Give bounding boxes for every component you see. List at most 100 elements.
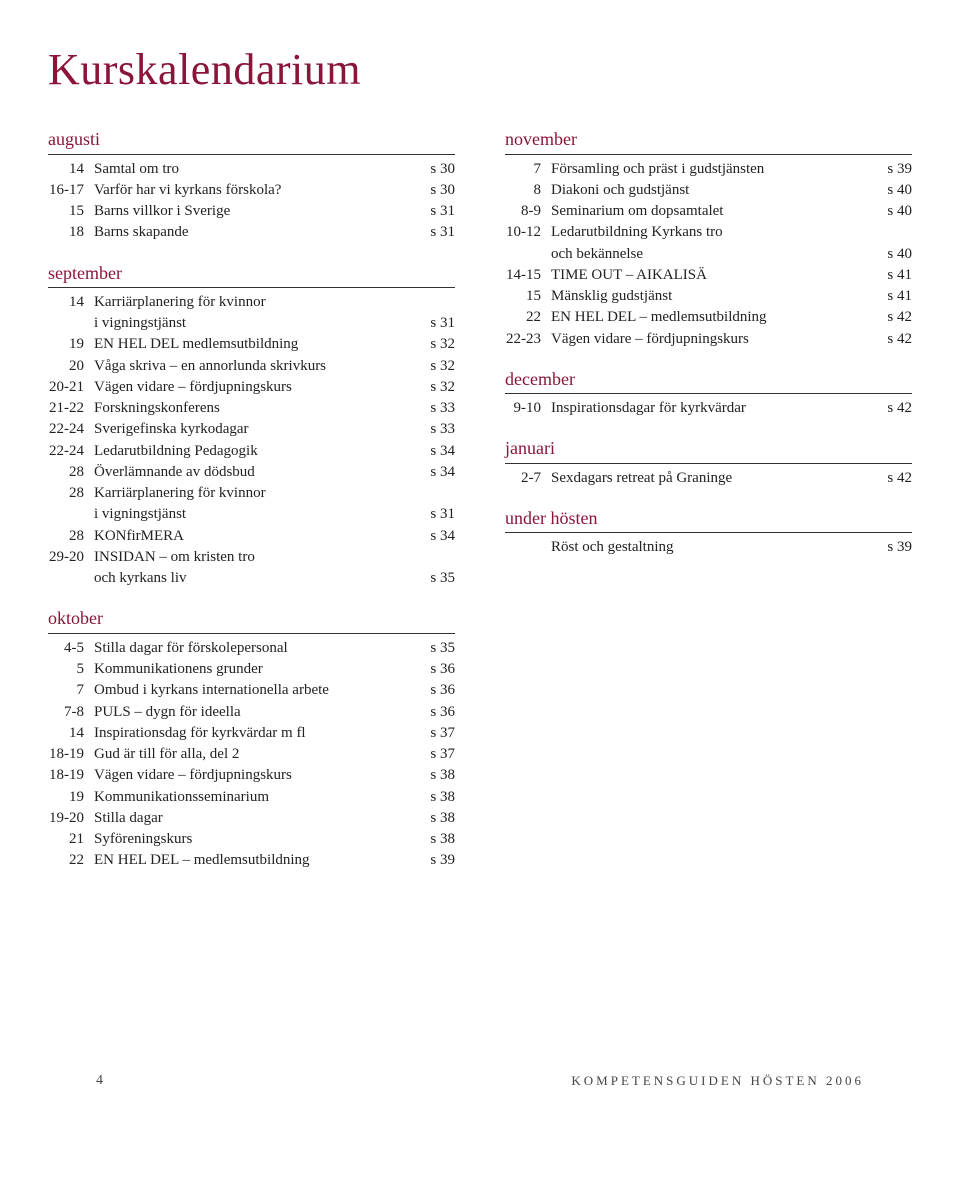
month-heading: oktober [48,606,455,633]
row-date: 14 [48,723,94,743]
calendar-row: 16-17Varför har vi kyrkans förskola?s 30 [48,180,455,200]
row-page: s 35 [430,568,455,588]
row-date: 28 [48,526,94,546]
calendar-row: 29-20INSIDAN – om kristen tro [48,547,455,567]
calendar-row: 20Våga skriva – en annorlunda skrivkurss… [48,356,455,376]
calendar-row: 18-19Vägen vidare – fördjupningskurss 38 [48,765,455,785]
calendar-row: 22EN HEL DEL – medlemsutbildnings 42 [505,307,912,327]
row-page: s 39 [887,537,912,557]
row-label: KONfirMERA [94,526,430,546]
row-label: Karriärplanering för kvinnor [94,292,455,312]
row-label: Våga skriva – en annorlunda skrivkurs [94,356,430,376]
calendar-row: 19EN HEL DEL medlemsutbildnings 32 [48,334,455,354]
row-date: 21-22 [48,398,94,418]
row-page: s 36 [430,680,455,700]
row-date: 18-19 [48,765,94,785]
month-heading: december [505,367,912,394]
calendar-row: 22-24Ledarutbildning Pedagogiks 34 [48,441,455,461]
row-page: s 31 [430,201,455,221]
row-page: s 42 [887,468,912,488]
row-page: s 36 [430,702,455,722]
calendar-row: Röst och gestaltnings 39 [505,537,912,557]
month-heading: september [48,261,455,288]
row-date: 18 [48,222,94,242]
row-date: 14-15 [505,265,551,285]
calendar-row: 21Syföreningskurss 38 [48,829,455,849]
calendar-row: 15Mänsklig gudstjänsts 41 [505,286,912,306]
calendar-row: 14-15TIME OUT – AIKALISÄs 41 [505,265,912,285]
row-page: s 32 [430,356,455,376]
row-label: Inspirationsdagar för kyrkvärdar [551,398,887,418]
row-label: Församling och präst i gudstjänsten [551,159,887,179]
row-date: 8 [505,180,551,200]
row-label: Forskningskonferens [94,398,430,418]
row-label: i vigningstjänst [94,313,430,333]
calendar-row: 28Karriärplanering för kvinnor [48,483,455,503]
row-date: 2-7 [505,468,551,488]
row-label: Kommunikationens grunder [94,659,430,679]
calendar-row: 2-7Sexdagars retreat på Graninges 42 [505,468,912,488]
row-page: s 38 [430,808,455,828]
row-page: s 33 [430,419,455,439]
row-page: s 31 [430,504,455,524]
row-label: Ledarutbildning Pedagogik [94,441,430,461]
row-label: Stilla dagar [94,808,430,828]
row-page: s 40 [887,180,912,200]
calendar-row: 19Kommunikationsseminariums 38 [48,787,455,807]
row-date: 22-24 [48,419,94,439]
page-footer: 4 KOMPETENSGUIDEN HÖSTEN 2006 [96,1072,864,1091]
row-date: 21 [48,829,94,849]
calendar-row: 22-24Sverigefinska kyrkodagars 33 [48,419,455,439]
row-label: Sverigefinska kyrkodagar [94,419,430,439]
calendar-row: 22-23Vägen vidare – fördjupningskurss 42 [505,329,912,349]
calendar-row: 19-20Stilla dagars 38 [48,808,455,828]
row-date: 15 [48,201,94,221]
row-label: Ledarutbildning Kyrkans tro [551,222,912,242]
row-label: Gud är till för alla, del 2 [94,744,430,764]
row-page: s 38 [430,787,455,807]
calendar-row: 7Församling och präst i gudstjänstens 39 [505,159,912,179]
row-label: Mänsklig gudstjänst [551,286,887,306]
calendar-row: 18Barns skapandes 31 [48,222,455,242]
row-label: Vägen vidare – fördjupningskurs [551,329,887,349]
calendar-row: 21-22Forskningskonferenss 33 [48,398,455,418]
row-date: 20-21 [48,377,94,397]
row-date: 15 [505,286,551,306]
row-label: Vägen vidare – fördjupningskurs [94,377,430,397]
row-label: och bekännelse [551,244,887,264]
row-label: Stilla dagar för förskolepersonal [94,638,430,658]
row-date: 19 [48,787,94,807]
row-date: 14 [48,159,94,179]
calendar-row: 5Kommunikationens grunders 36 [48,659,455,679]
row-date: 8-9 [505,201,551,221]
content-columns: augusti14Samtal om tros 3016-17Varför ha… [48,127,912,871]
row-label: Vägen vidare – fördjupningskurs [94,765,430,785]
row-page: s 32 [430,377,455,397]
row-date: 7 [505,159,551,179]
row-date: 19 [48,334,94,354]
row-date: 4-5 [48,638,94,658]
calendar-row-continuation: och bekännelses 40 [505,244,912,264]
row-page: s 40 [887,244,912,264]
row-label: EN HEL DEL medlemsutbildning [94,334,430,354]
row-page: s 31 [430,222,455,242]
row-page: s 34 [430,441,455,461]
row-label: INSIDAN – om kristen tro [94,547,455,567]
row-date: 7 [48,680,94,700]
row-page: s 38 [430,765,455,785]
row-page: s 37 [430,744,455,764]
row-label: EN HEL DEL – medlemsutbildning [551,307,887,327]
row-page: s 37 [430,723,455,743]
row-page: s 39 [430,850,455,870]
row-label: Seminarium om dopsamtalet [551,201,887,221]
row-date: 14 [48,292,94,312]
row-page: s 35 [430,638,455,658]
row-date: 28 [48,483,94,503]
row-label: Samtal om tro [94,159,430,179]
row-label: Kommunikationsseminarium [94,787,430,807]
row-label: i vigningstjänst [94,504,430,524]
row-date: 29-20 [48,547,94,567]
row-date: 28 [48,462,94,482]
calendar-row: 20-21Vägen vidare – fördjupningskurss 32 [48,377,455,397]
row-label: Barns villkor i Sverige [94,201,430,221]
